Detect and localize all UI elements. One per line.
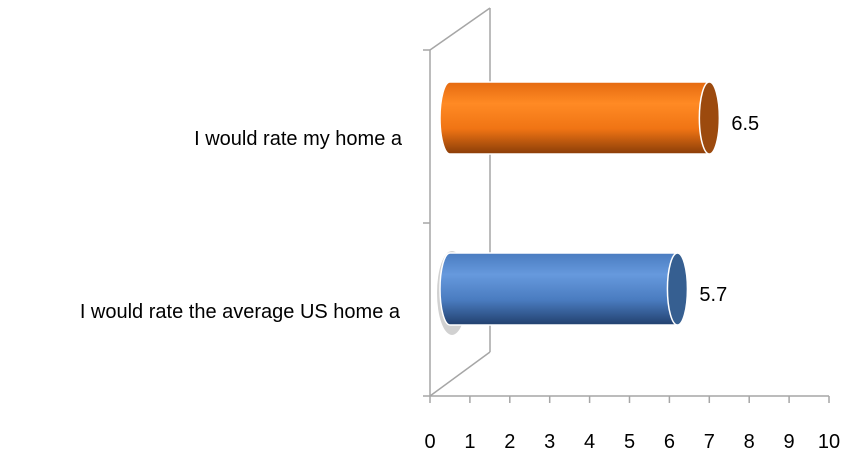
- x-tick-label: 0: [424, 431, 435, 449]
- x-tick-label: 7: [704, 431, 715, 449]
- x-ticks: 0 1 2 3 4 5 6 7 8 9 10: [424, 396, 840, 449]
- bar-my-home: [439, 81, 721, 155]
- bar-average-us-home: [439, 252, 689, 326]
- x-tick-label: 10: [818, 431, 840, 449]
- x-tick-label: 1: [464, 431, 475, 449]
- chart-frame: [423, 7, 829, 397]
- data-label: 5.7: [699, 284, 727, 306]
- bar-end-cap: [666, 252, 689, 326]
- x-tick-label: 6: [664, 431, 675, 449]
- x-tick-label: 2: [504, 431, 515, 449]
- x-tick-label: 5: [624, 431, 635, 449]
- category-label-average-us-home: I would rate the average US home a: [80, 301, 401, 323]
- x-tick-label: 8: [744, 431, 755, 449]
- bar-end-cap: [698, 81, 721, 155]
- x-tick-label: 9: [784, 431, 795, 449]
- x-tick-label: 3: [544, 431, 555, 449]
- bars: 6.5 5.7: [437, 81, 759, 335]
- category-label-my-home: I would rate my home a: [194, 128, 403, 150]
- data-label: 6.5: [731, 113, 759, 135]
- floor-back-edge: [429, 351, 491, 397]
- back-wall-left-edge: [429, 7, 491, 51]
- x-tick-label: 4: [584, 431, 595, 449]
